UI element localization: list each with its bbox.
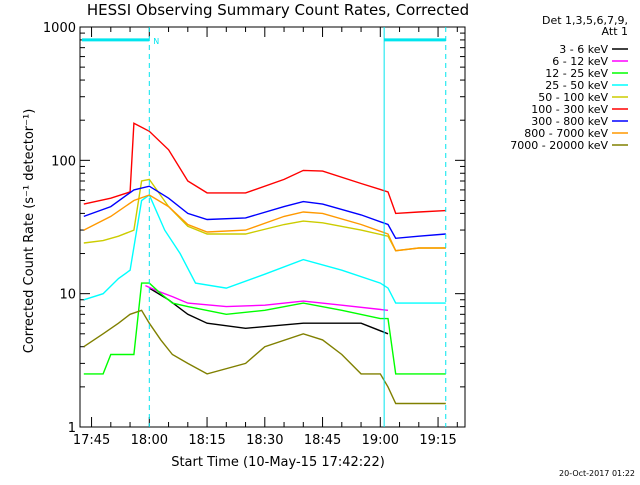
series-line-12-25-kev (83, 282, 446, 375)
series-line-3-6-kev (148, 287, 389, 335)
night-markers: N (82, 27, 447, 427)
legend-entry-label: 100 - 300 keV (531, 103, 608, 116)
y-tick-label: 10 (59, 288, 76, 303)
legend-entry-label: 3 - 6 keV (559, 43, 608, 56)
x-tick-label: 18:30 (246, 433, 283, 448)
x-axis: 17:45 18:00 18:15 18:30 18:45 19:00 19:15 (73, 27, 458, 448)
x-axis-label: Start Time (10-May-15 17:42:22) (171, 455, 385, 470)
series-line-25-50-kev (83, 193, 446, 304)
x-tick-label: 17:45 (73, 433, 110, 448)
legend-entry-label: 50 - 100 keV (538, 91, 608, 104)
legend-entry-label: 800 - 7000 keV (524, 127, 608, 140)
series-line-800-7000-kev (83, 194, 446, 252)
legend-header: Det 1,3,5,6,7,9, (542, 14, 628, 27)
y-tick-label: 100 (51, 154, 76, 169)
timestamp: 20-Oct-2017 01:22 (559, 469, 635, 478)
legend-entry-label: 300 - 800 keV (531, 115, 608, 128)
legend-entry-label: 6 - 12 keV (552, 55, 608, 68)
series-line-50-100-kev (83, 178, 446, 252)
legend-entry-label: 25 - 50 keV (545, 79, 608, 92)
x-tick-label: 18:45 (304, 433, 341, 448)
series-line-6-12-kev (145, 284, 389, 311)
legend-header: Att 1 (602, 25, 628, 38)
x-tick-label: 18:15 (188, 433, 225, 448)
series-group (83, 122, 446, 405)
x-tick-label: 19:15 (419, 433, 456, 448)
plot-border (79, 26, 466, 428)
x-tick-label: 18:00 (131, 433, 168, 448)
legend-entry-label: 7000 - 20000 keV (510, 139, 608, 152)
x-tick-label: 19:00 (362, 433, 399, 448)
chart-title: HESSI Observing Summary Count Rates, Cor… (87, 1, 469, 19)
night-marker-label: N (153, 37, 159, 46)
y-axis-label: Corrected Count Rate (s⁻¹ detector⁻¹) (22, 109, 37, 354)
y-axis: 1 10 100 1000 (43, 21, 465, 436)
series-line-7000-20000-kev (83, 309, 446, 405)
series-line-300-800-kev (83, 185, 446, 240)
legend-entry-label: 12 - 25 keV (545, 67, 608, 80)
series-line-100-300-kev (83, 122, 446, 215)
y-tick-label: 1 (68, 421, 76, 436)
y-tick-label: 1000 (43, 21, 76, 36)
plot-area (79, 26, 466, 428)
